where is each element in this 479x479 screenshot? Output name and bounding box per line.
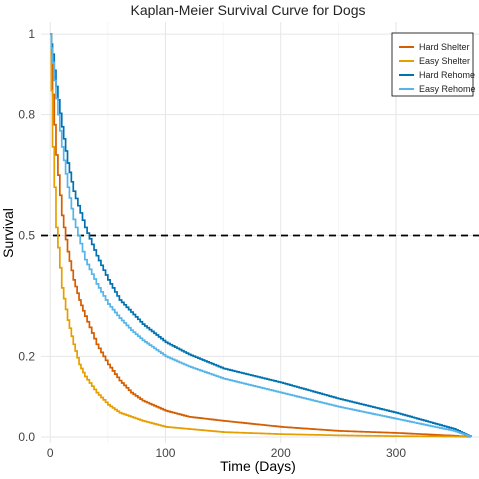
y-tick-label: 0.8 (18, 108, 35, 122)
legend-items: Hard Shelter Easy Shelter Hard Rehome Easy … (399, 42, 476, 94)
series-line-2 (50, 33, 472, 437)
legend: Hard Shelter Easy Shelter Hard Rehome Easy … (391, 32, 476, 97)
x-axis-title: Time (Days) (220, 458, 296, 474)
x-tick-label: 200 (271, 446, 291, 460)
y-tick-label: 1 (28, 27, 35, 41)
legend-box (391, 32, 474, 97)
series-line-1 (50, 33, 472, 438)
y-tick-label: 0.2 (18, 349, 35, 363)
series-line-3 (50, 33, 472, 438)
y-tick-label: 0.5 (18, 229, 35, 243)
legend-label-3: Easy Rehome (419, 84, 476, 94)
y-tick-label: 0.0 (18, 430, 35, 444)
x-tick-labels: 0 100 200 300 (47, 446, 406, 460)
series-layer (50, 33, 472, 438)
legend-label-0: Hard Shelter (419, 42, 470, 52)
x-tick-label: 100 (155, 446, 175, 460)
legend-label-1: Easy Shelter (419, 56, 470, 66)
y-axis-title: Survival (0, 208, 16, 258)
x-tick-label: 0 (47, 446, 54, 460)
chart-title: Kaplan-Meier Survival Curve for Dogs (131, 2, 366, 18)
y-tick-labels: 0.0 0.2 0.5 0.8 1 (18, 27, 35, 444)
series-line-0 (50, 33, 472, 438)
legend-label-2: Hard Rehome (419, 70, 475, 80)
x-tick-label: 300 (386, 446, 406, 460)
